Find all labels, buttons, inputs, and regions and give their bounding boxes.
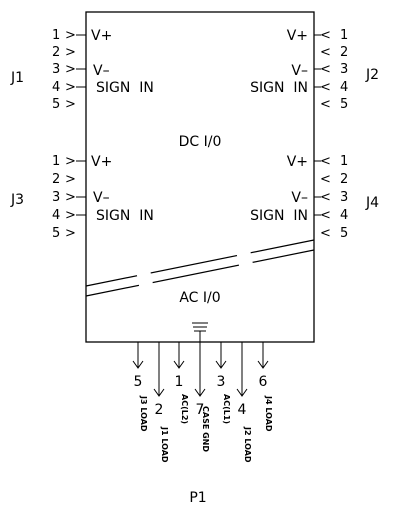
divider-line-lower <box>85 249 315 297</box>
j2-pin-1-number: 1 <box>340 28 348 43</box>
p1-pin-3: 3 AC(L1) <box>215 342 231 424</box>
j4-pin-4-number: 4 <box>340 208 348 223</box>
j3-vplus-label: V+ <box>91 154 112 170</box>
j4-pin-3-number: 3 <box>340 190 348 205</box>
j2-sign-in-label: SIGN IN <box>250 80 308 96</box>
j3-pin-4-number: 4 <box>52 208 60 223</box>
j3-pin-5-number: 5 <box>52 226 60 241</box>
j2-pin-3-arrow: < <box>320 62 331 77</box>
j3-pin-1-arrow: > <box>65 154 76 169</box>
arrow-down-icon <box>257 360 269 369</box>
j3-pin-2-arrow: > <box>65 172 76 187</box>
j4-pin-2-arrow: < <box>320 172 331 187</box>
ac-io-label: AC I/0 <box>179 290 220 306</box>
p1-pin-2: 2 J1 LOAD <box>153 342 169 463</box>
j1-pin-3-number: 3 <box>52 62 60 77</box>
p1-pin-7: 7 CASE GND <box>194 331 210 452</box>
j1-vplus-label: V+ <box>91 28 112 44</box>
j4-pin-4-arrow: < <box>320 208 331 223</box>
j4-pin-1-number: 1 <box>340 154 348 169</box>
connector-j2-label: J2 <box>365 67 379 83</box>
j2-pin-1-arrow: < <box>320 28 331 43</box>
j4-vminus-label: V– <box>291 190 308 206</box>
connector-j4-label: J4 <box>365 195 379 211</box>
p1-pin-2-number: 2 <box>155 402 164 418</box>
arrow-down-icon <box>194 388 206 397</box>
divider-line-upper <box>85 239 315 287</box>
j4-pin-1-arrow: < <box>320 154 331 169</box>
j4-pin-2-number: 2 <box>340 172 348 187</box>
connector-j1: 1 > 2 > 3 > 4 > 5 > V+ V– SIGN IN <box>52 28 154 112</box>
arrow-down-icon <box>132 360 144 369</box>
j1-sign-in-label: SIGN IN <box>96 80 154 96</box>
j3-vminus-label: V– <box>93 190 110 206</box>
p1-pin-3-number: 3 <box>217 374 226 390</box>
j1-pin-1-number: 1 <box>52 28 60 43</box>
p1-pin-2-description: J1 LOAD <box>160 426 169 463</box>
p1-pin-5: 5 J3 LOAD <box>132 342 148 432</box>
j4-sign-in-label: SIGN IN <box>250 208 308 224</box>
j1-pin-3-arrow: > <box>65 62 76 77</box>
j2-vminus-label: V– <box>291 63 308 79</box>
j4-pin-5-arrow: < <box>320 226 331 241</box>
p1-pin-1-description: AC(L2) <box>180 394 189 424</box>
connector-p1-label: P1 <box>189 490 206 506</box>
j1-pin-4-arrow: > <box>65 80 76 95</box>
p1-pin-5-number: 5 <box>134 374 143 390</box>
arrow-down-icon <box>173 360 185 369</box>
j1-pin-5-arrow: > <box>65 97 76 112</box>
j3-pin-2-number: 2 <box>52 172 60 187</box>
j3-sign-in-label: SIGN IN <box>96 208 154 224</box>
connector-j2: < 1 < 2 < 3 < 4 < 5 V+ V– SIGN IN <box>250 28 348 112</box>
j1-vminus-label: V– <box>93 63 110 79</box>
arrow-down-icon <box>153 388 165 397</box>
p1-pin-4: 4 J2 LOAD <box>236 342 252 463</box>
j4-vplus-label: V+ <box>287 154 308 170</box>
p1-pin-3-description: AC(L1) <box>222 394 231 424</box>
connector-j3-label: J3 <box>10 192 24 208</box>
j2-pin-4-number: 4 <box>340 80 348 95</box>
j4-pin-5-number: 5 <box>340 226 348 241</box>
connector-j3: 1 > 2 > 3 > 4 > 5 > V+ V– SIGN IN <box>52 154 154 241</box>
j3-pin-3-number: 3 <box>52 190 60 205</box>
j1-pin-1-arrow: > <box>65 28 76 43</box>
ground-icon <box>192 322 208 332</box>
p1-pin-1-number: 1 <box>175 374 184 390</box>
j2-pin-2-arrow: < <box>320 45 331 60</box>
p1-pin-5-description: J3 LOAD <box>139 395 148 432</box>
p1-pin-7-description: CASE GND <box>201 406 210 452</box>
j2-pin-4-arrow: < <box>320 80 331 95</box>
j4-pin-3-arrow: < <box>320 190 331 205</box>
p1-pin-4-description: J2 LOAD <box>243 426 252 463</box>
j2-pin-2-number: 2 <box>340 45 348 60</box>
p1-pin-6-number: 6 <box>259 374 268 390</box>
j3-pin-5-arrow: > <box>65 226 76 241</box>
j1-pin-2-arrow: > <box>65 45 76 60</box>
connector-j4: < 1 < 2 < 3 < 4 < 5 V+ V– SIGN IN <box>250 154 348 241</box>
j2-pin-5-number: 5 <box>340 97 348 112</box>
j3-pin-3-arrow: > <box>65 190 76 205</box>
p1-pin-6-description: J4 LOAD <box>264 395 273 432</box>
arrow-down-icon <box>236 388 248 397</box>
j1-pin-5-number: 5 <box>52 97 60 112</box>
j1-pin-4-number: 4 <box>52 80 60 95</box>
p1-pin-1: 1 AC(L2) <box>173 342 189 424</box>
p1-pin-6: 6 J4 LOAD <box>257 342 273 432</box>
dc-io-label: DC I/0 <box>179 134 222 150</box>
arrow-down-icon <box>215 360 227 369</box>
p1-pin-7-number: 7 <box>196 402 205 418</box>
connector-j1-label: J1 <box>10 70 24 86</box>
j1-pin-2-number: 2 <box>52 45 60 60</box>
j3-pin-4-arrow: > <box>65 208 76 223</box>
j3-pin-1-number: 1 <box>52 154 60 169</box>
p1-pin-4-number: 4 <box>238 402 247 418</box>
j2-vplus-label: V+ <box>287 28 308 44</box>
j2-pin-3-number: 3 <box>340 62 348 77</box>
j2-pin-5-arrow: < <box>320 97 331 112</box>
